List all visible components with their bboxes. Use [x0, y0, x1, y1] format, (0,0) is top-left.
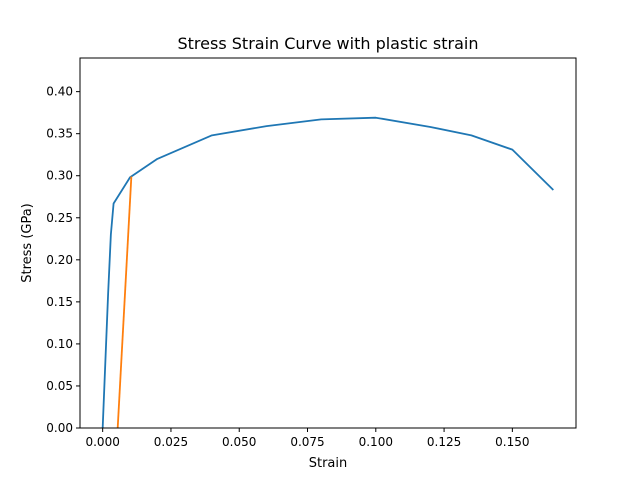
y-tick-label: 0.05 — [46, 379, 73, 393]
y-tick-label: 0.30 — [46, 169, 73, 183]
x-tick-label: 0.125 — [427, 435, 461, 449]
plastic-strain-line — [116, 176, 133, 428]
y-tick-label: 0.25 — [46, 211, 73, 225]
y-tick-label: 0.10 — [46, 337, 73, 351]
x-axis-label: Strain — [309, 456, 348, 471]
y-tick-label: 0.35 — [46, 127, 73, 141]
plot-area — [101, 116, 554, 428]
x-tick-label: 0.100 — [359, 435, 393, 449]
x-tick-label: 0.000 — [85, 435, 119, 449]
x-tick-label: 0.025 — [154, 435, 188, 449]
y-tick-label: 0.20 — [46, 253, 73, 267]
plot-frame — [79, 57, 577, 429]
chart-title: Stress Strain Curve with plastic strain — [178, 34, 479, 53]
x-tick-label: 0.075 — [290, 435, 324, 449]
x-tick-label: 0.150 — [495, 435, 529, 449]
y-tick-label: 0.40 — [46, 85, 73, 99]
x-tick-label: 0.050 — [222, 435, 256, 449]
y-axis-label: Stress (GPa) — [20, 203, 35, 283]
stress-strain-line — [101, 116, 554, 428]
y-tick-label: 0.00 — [46, 421, 73, 435]
y-tick-label: 0.15 — [46, 295, 73, 309]
axis-ticks: 0.000 0.025 0.050 0.075 0.100 0.125 0.150 0.00 0… — [46, 85, 529, 449]
